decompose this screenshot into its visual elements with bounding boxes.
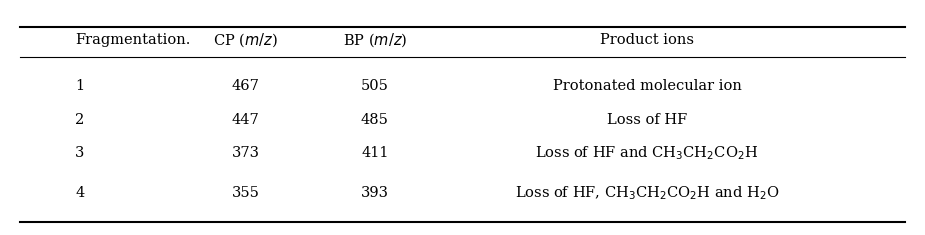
Text: Product ions: Product ions bbox=[600, 33, 694, 47]
Text: 1: 1 bbox=[75, 79, 84, 93]
Text: Loss of HF and CH$_3$CH$_2$CO$_2$H: Loss of HF and CH$_3$CH$_2$CO$_2$H bbox=[536, 145, 758, 162]
Text: 411: 411 bbox=[361, 146, 388, 161]
Text: 447: 447 bbox=[232, 113, 260, 127]
Text: 467: 467 bbox=[232, 79, 260, 93]
Text: Loss of HF: Loss of HF bbox=[607, 113, 687, 127]
Text: 3: 3 bbox=[75, 146, 84, 161]
Text: 505: 505 bbox=[361, 79, 388, 93]
Text: Loss of HF, CH$_3$CH$_2$CO$_2$H and H$_2$O: Loss of HF, CH$_3$CH$_2$CO$_2$H and H$_2… bbox=[515, 184, 779, 202]
Text: 393: 393 bbox=[361, 186, 388, 200]
Text: 4: 4 bbox=[75, 186, 84, 200]
Text: 2: 2 bbox=[75, 113, 84, 127]
Text: 355: 355 bbox=[232, 186, 260, 200]
Text: 485: 485 bbox=[361, 113, 388, 127]
Text: BP ($\it{m/z}$): BP ($\it{m/z}$) bbox=[342, 31, 407, 49]
Text: Protonated molecular ion: Protonated molecular ion bbox=[552, 79, 741, 93]
Text: 373: 373 bbox=[232, 146, 260, 161]
Text: CP ($\it{m/z}$): CP ($\it{m/z}$) bbox=[214, 31, 278, 49]
Text: Fragmentation.: Fragmentation. bbox=[75, 33, 191, 47]
